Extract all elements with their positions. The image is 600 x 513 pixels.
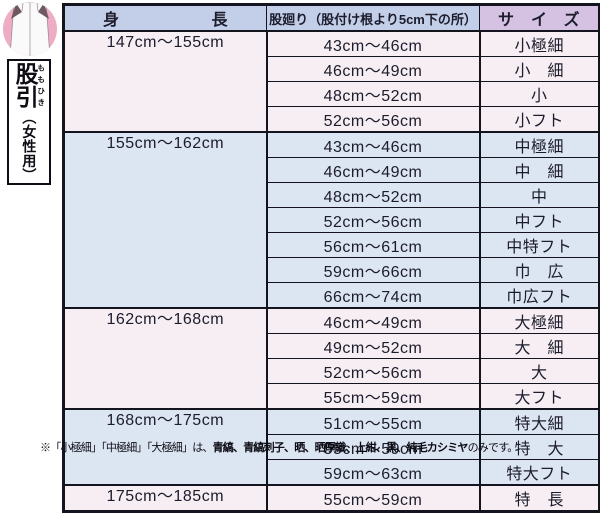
table-row: 175cm～185cm 55cm～59cm 特 長 [63,484,600,512]
size-cell: 巾 広 [478,257,600,283]
hip-cell: 55cm～59cm [266,383,480,410]
momohiki-garment-icon [3,2,57,56]
table-row: 155cm～162cm 43cm～46cm 中極細 [63,131,600,309]
hip-cell: 51cm～55cm [266,408,480,435]
hip-cell: 55cm～59cm [266,484,480,512]
size-cell: 特大フト [478,459,600,486]
size-cell: 中極細 [478,131,600,158]
product-name: 股もも引ひき [12,61,46,108]
hip-cell: 46cm～49cm [266,56,480,82]
product-photo-circle [2,1,58,57]
hip-cell: 48cm～52cm [266,182,480,208]
footnote-suffix: のみです。 [467,442,519,454]
hip-cell: 43cm～46cm [266,131,480,158]
product-category: （女性用） [21,109,38,183]
hip-cell: 49cm～52cm [266,333,480,359]
height-cell: 147cm～155cm [63,30,268,133]
hip-cell: 48cm～52cm [266,81,480,107]
hip-cell: 52cm～56cm [266,358,480,384]
column-header-hip: 股廻り（股付け根より5cm下の所） [266,4,480,32]
size-cell: 巾広フト [478,282,600,309]
hip-cell: 52cm～56cm [266,106,480,133]
size-cell: 大 [478,358,600,384]
hip-cell: 46cm～49cm [266,307,480,334]
height-cell: 175cm～185cm [63,484,268,512]
hip-cell: 46cm～49cm [266,157,480,183]
size-cell: 小極細 [478,30,600,57]
column-header-size: サイズ [479,4,600,32]
hip-cell: 59cm～63cm [266,459,480,486]
size-cell: 大フト [478,383,600,410]
table-row: 168cm～175cm 51cm～55cm 特大細 [63,408,600,486]
header-row: 身長 股廻り（股付け根より5cm下の所） サイズ [63,4,600,32]
table-row: 147cm～155cm 43cm～46cm 小極細 [63,30,600,133]
size-cell: 中 細 [478,157,600,183]
size-cell: 大極細 [478,307,600,334]
table-row: 162cm～168cm 46cm～49cm 大極細 [63,307,600,410]
footnote: ※「小極細」「中極細」「大極細」は、青縞、青縞刺子、晒、晒厚織、上紺、黒、純毛カ… [40,439,518,455]
size-cell: 特大細 [478,408,600,435]
size-cell: 小 細 [478,56,600,82]
product-label: 股もも引ひき （女性用） [7,59,51,185]
size-cell: 中特フト [478,232,600,258]
size-cell: 小 [478,81,600,107]
size-cell: 中フト [478,207,600,233]
hip-cell: 52cm～56cm [266,207,480,233]
product-label-text: 股もも引ひき （女性用） [12,61,46,183]
size-cell: 特 長 [478,484,600,512]
size-table: 身長 股廻り（股付け根より5cm下の所） サイズ 147cm～155cm 43c… [62,3,600,513]
hip-cell: 43cm～46cm [266,30,480,57]
footnote-prefix: ※「小極細」「中極細」「大極細」は、 [40,442,213,454]
hip-cell: 56cm～61cm [266,232,480,258]
column-header-height: 身長 [63,4,267,32]
table-row: 49cm～52cm 大 細 [63,333,600,359]
hip-cell: 59cm～66cm [266,257,480,283]
size-cell: 小フト [478,106,600,133]
height-cell: 162cm～168cm [63,307,268,410]
height-cell: 155cm～162cm [63,131,268,309]
size-cell: 中 [478,182,600,208]
footnote-fabric-list: 青縞、青縞刺子、晒、晒厚織、上紺、黒、純毛カシミヤ [212,442,469,454]
table-row: 55cm～59cm 大フト [63,383,600,410]
hip-cell: 66cm～74cm [266,282,480,309]
size-cell: 大 細 [478,333,600,359]
